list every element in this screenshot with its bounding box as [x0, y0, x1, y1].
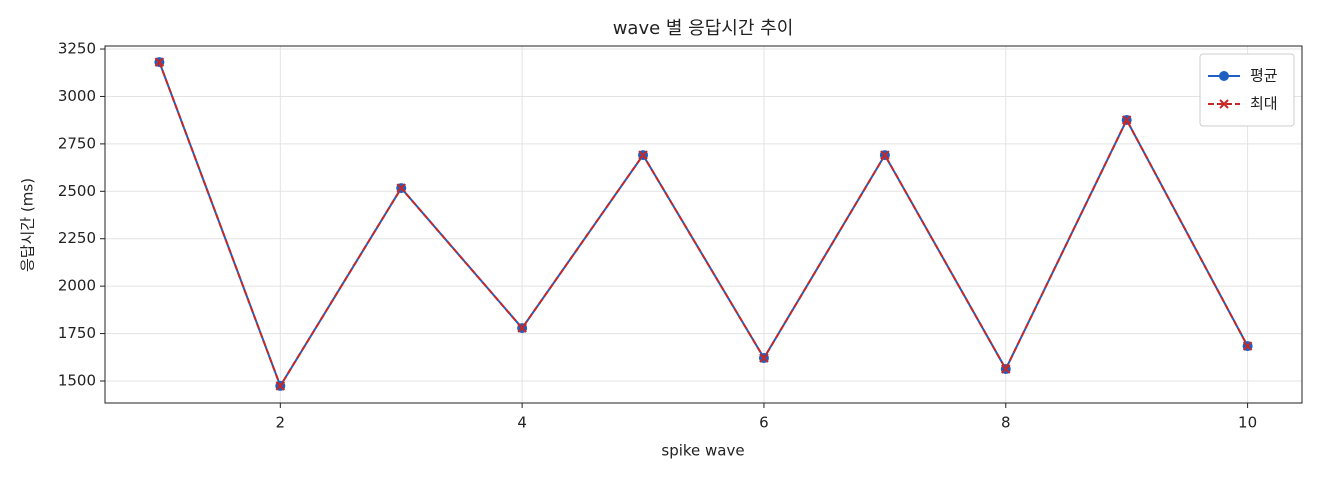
y-tick-label: 2000 — [58, 277, 96, 295]
x-tick-label: 4 — [517, 414, 527, 432]
x-axis-label: spike wave — [661, 442, 744, 460]
marker — [759, 353, 769, 363]
legend-label: 평균 — [1250, 67, 1278, 85]
x-tick-label: 2 — [276, 414, 286, 432]
y-axis-label: 응답시간 (ms) — [19, 178, 37, 272]
marker — [880, 150, 890, 160]
legend-marker — [1219, 71, 1229, 81]
marker — [396, 183, 406, 193]
y-tick-label: 2500 — [58, 182, 96, 200]
line — [158, 61, 1249, 389]
x-tick-label: 8 — [1001, 414, 1011, 432]
x-tick-label: 10 — [1238, 414, 1257, 432]
y-tick-label: 2250 — [58, 229, 96, 247]
marker — [1242, 341, 1253, 351]
plot-frame — [104, 45, 1303, 404]
y-tick-label: 1500 — [58, 371, 96, 389]
marker — [1001, 364, 1011, 374]
marker — [1121, 115, 1132, 125]
legend-marker — [1219, 99, 1229, 109]
legend-box — [1199, 53, 1295, 127]
y-tick-label: 2750 — [58, 134, 96, 152]
y-tick-label: 3000 — [58, 87, 96, 105]
x-tick-label: 6 — [759, 414, 769, 432]
marker — [154, 57, 165, 67]
line — [158, 61, 1249, 389]
marker — [275, 381, 286, 391]
legend-label: 최대 — [1250, 95, 1278, 113]
marker — [517, 323, 527, 333]
marker — [638, 150, 648, 160]
chart-title: wave 별 응답시간 추이 — [613, 18, 794, 39]
y-tick-label: 3250 — [58, 40, 96, 58]
y-tick-label: 1750 — [58, 324, 96, 342]
